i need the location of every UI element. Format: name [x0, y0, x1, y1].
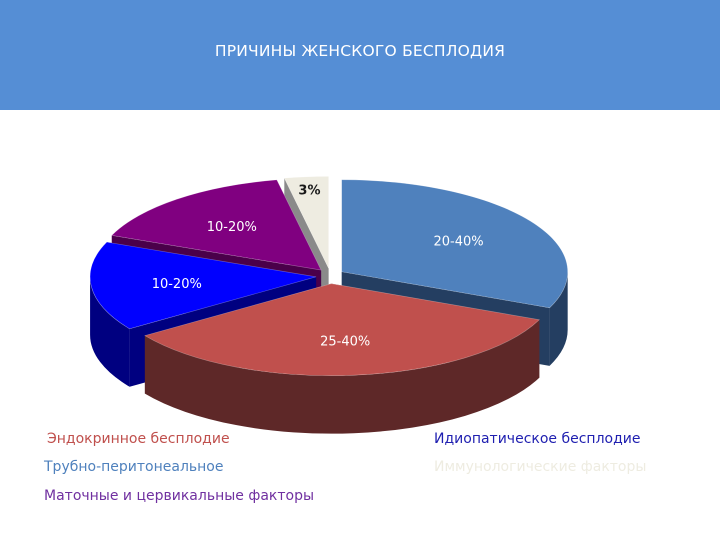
- pie-slice-1: [144, 283, 540, 376]
- legend-item-tubal: Трубно-перитонеальное: [44, 459, 224, 475]
- pie-slice-4: [283, 176, 329, 269]
- pie-label-1: 25-40%: [320, 334, 370, 349]
- legend-item-immunological: Иммунологические факторы: [434, 459, 647, 475]
- pie-slice-1-side: [144, 319, 540, 434]
- pie-label-2: 10-20%: [152, 277, 202, 292]
- pie-label-0: 20-40%: [434, 234, 484, 249]
- pie-slice-0: [341, 179, 568, 309]
- legend-item-uterine: Маточные и цервикальные факторы: [44, 488, 315, 504]
- title-banner: [0, 0, 720, 110]
- pie-label-4: 3%: [298, 184, 320, 199]
- pie-slice-2-side: [90, 276, 130, 387]
- legend-item-idiopathic: Идиопатическое бесплодие: [434, 431, 641, 447]
- pie-slice-2: [89, 241, 317, 330]
- pie-label-3: 10-20%: [207, 220, 257, 235]
- pie-slice-0-side: [549, 271, 568, 366]
- slide-title: ПРИЧИНЫ ЖЕНСКОГО БЕСПЛОДИЯ: [214, 42, 506, 60]
- legend-item-endocrine: Эндокринное бесплодие: [47, 431, 230, 447]
- pie-slice-3: [111, 179, 322, 271]
